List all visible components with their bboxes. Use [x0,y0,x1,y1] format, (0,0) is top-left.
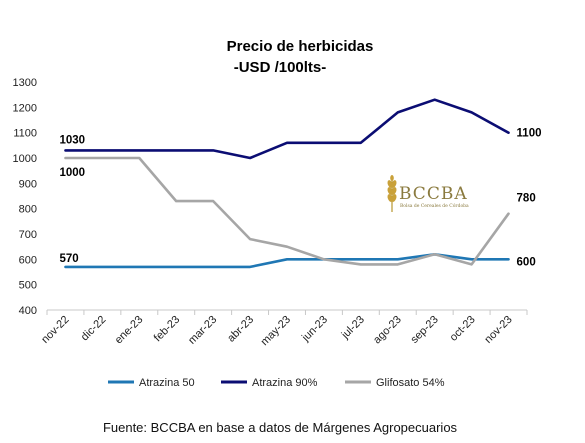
x-tick-label: ene-23 [113,314,146,347]
y-tick-label: 700 [19,229,37,241]
series-group [64,98,510,269]
logo-subtitle: Bolsa de Cereales de Córdoba [400,202,469,209]
x-axis: nov-22 dic-22 ene-23 feb-23 mar-23 abr-23 may-… [39,309,528,348]
data-labels: 570 600 1030 1100 1000 780 [59,128,541,269]
chart-subtitle: -USD /100lts- [234,59,327,76]
y-tick-label: 900 [19,178,37,190]
x-tick-label: nov-22 [39,314,71,346]
x-tick-label: feb-23 [152,314,183,345]
legend-label: Atrazina 50 [139,377,195,389]
start-value-label: 1030 [59,134,85,146]
x-tick-label: ago-23 [371,314,404,347]
y-tick-label: 400 [19,305,37,317]
legend-label: Atrazina 90% [252,377,318,389]
y-tick-label: 500 [19,280,37,292]
end-value-label: 780 [517,193,536,205]
series-line-3 [64,156,510,266]
end-value-label: 1100 [517,128,542,140]
x-tick-label: oct-23 [448,314,478,344]
x-tick-label: sep-23 [409,314,441,346]
chart-title: Precio de herbicidas [227,38,374,55]
legend: Atrazina 50 Atrazina 90% Glifosato 54% [108,377,445,389]
x-tick-label: dic-22 [79,314,109,344]
x-tick-label: mar-23 [186,314,219,347]
y-tick-label: 1000 [13,153,37,165]
wheat-icon [387,175,397,212]
bccba-logo: BCCBA Bolsa de Cereales de Córdoba [387,175,469,212]
legend-label: Glifosato 54% [376,377,445,389]
y-axis: 400 500 600 700 800 900 1000 1100 1200 1300 [13,77,37,317]
legend-item-2: Atrazina 90% [221,377,318,389]
source-note: Fuente: BCCBA en base a datos de Márgene… [103,420,458,435]
start-value-label: 1000 [59,167,85,179]
x-tick-label: may-23 [259,314,293,348]
end-value-label: 600 [517,256,536,268]
logo-name: BCCBA [399,184,468,204]
x-tick-label: jun-23 [299,314,330,345]
y-tick-label: 1300 [13,77,37,89]
y-tick-label: 1100 [13,128,37,140]
y-tick-label: 800 [19,204,37,216]
y-tick-label: 600 [19,254,37,266]
y-tick-label: 1200 [13,102,37,114]
x-tick-label: abr-23 [225,314,256,345]
x-tick-label: nov-23 [482,314,514,346]
legend-item-3: Glifosato 54% [345,377,445,389]
legend-item-1: Atrazina 50 [108,377,195,389]
x-tick-label: jul-23 [339,314,367,342]
series-line-2 [64,98,510,160]
start-value-label: 570 [59,253,78,265]
